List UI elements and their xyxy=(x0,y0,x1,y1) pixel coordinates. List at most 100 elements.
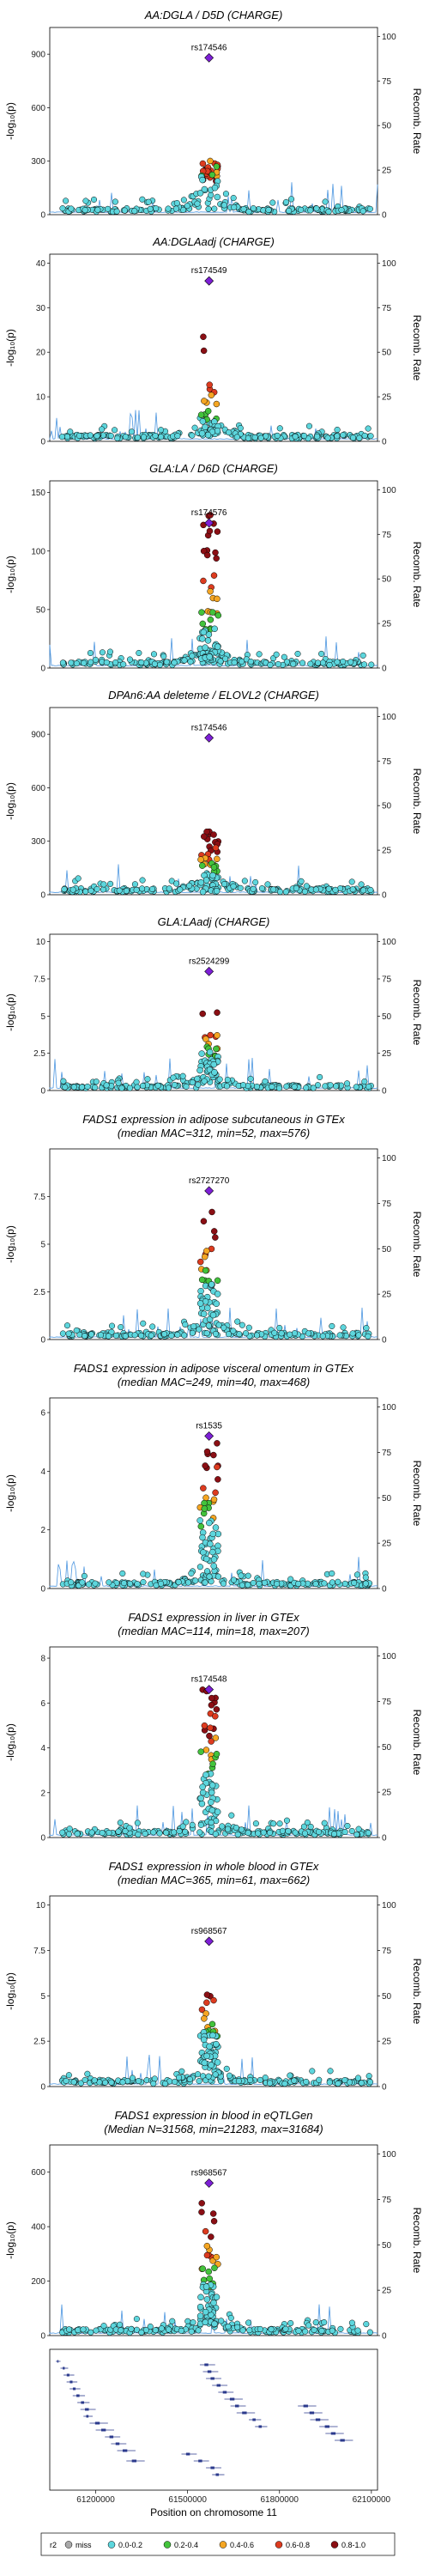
snp-point xyxy=(203,2052,210,2060)
snp-point xyxy=(168,1332,175,1339)
y2-tick-label: 75 xyxy=(382,975,392,985)
snp-point xyxy=(221,202,227,209)
gene-exon xyxy=(69,2380,73,2384)
snp-point xyxy=(283,1083,290,1090)
snp-point xyxy=(190,1323,197,1330)
snp-point xyxy=(268,2326,275,2333)
snp-point xyxy=(92,656,99,663)
snp-point xyxy=(75,2327,82,2334)
gene-exon xyxy=(234,2404,239,2408)
snp-point xyxy=(366,205,373,212)
snp-point xyxy=(75,875,82,882)
snp-point xyxy=(330,1831,338,1838)
snp-point xyxy=(218,2318,225,2324)
snp-point xyxy=(202,644,208,651)
snp-point xyxy=(335,1578,341,1585)
gene-exon xyxy=(122,2449,128,2452)
snp-point xyxy=(255,1830,262,1837)
snp-point xyxy=(344,1822,351,1830)
plot-frame xyxy=(49,27,378,216)
snp-point xyxy=(322,198,329,205)
y2-tick-label: 0 xyxy=(382,2083,387,2093)
snp-point xyxy=(204,637,212,644)
snp-point xyxy=(220,1580,227,1587)
snp-point xyxy=(206,653,213,660)
snp-point xyxy=(312,1581,319,1588)
lead-snp-marker xyxy=(204,518,214,528)
lead-snp-label: rs174576 xyxy=(191,508,227,518)
snp-point xyxy=(338,206,345,214)
snp-point xyxy=(322,1083,329,1090)
snp-point xyxy=(214,2059,221,2066)
snp-point xyxy=(267,661,274,668)
snp-point xyxy=(207,1540,214,1547)
snp-point xyxy=(329,1322,335,1329)
snp-point xyxy=(212,1524,220,1531)
snp-point xyxy=(138,2329,145,2336)
y-axis-label: -log₁₀(p) xyxy=(4,1723,16,1761)
snp-point xyxy=(225,2323,232,2330)
snp-point xyxy=(201,2059,208,2067)
snp-point xyxy=(314,659,322,666)
snp-point xyxy=(119,2079,126,2086)
snp-point xyxy=(163,659,170,665)
snp-point xyxy=(321,1580,328,1587)
snp-point xyxy=(197,1522,205,1530)
snp-point xyxy=(363,2321,370,2328)
snp-point xyxy=(213,2293,221,2300)
gene-exon xyxy=(340,2439,345,2442)
snp-point xyxy=(213,1751,221,1758)
snp-point xyxy=(356,434,363,441)
snp-point xyxy=(208,1702,215,1709)
snp-point xyxy=(204,1304,211,1312)
snp-point xyxy=(97,1332,105,1339)
snp-point xyxy=(202,1555,210,1563)
snp-point xyxy=(209,1760,216,1767)
snp-point xyxy=(189,432,196,439)
snp-point xyxy=(250,885,257,892)
snp-point xyxy=(292,1829,299,1836)
snp-point xyxy=(210,831,217,838)
snp-point xyxy=(230,883,237,890)
snp-point xyxy=(68,1579,75,1586)
snp-point xyxy=(122,1333,129,1340)
snp-point xyxy=(247,1075,254,1082)
snp-point xyxy=(274,1581,281,1588)
snp-point xyxy=(88,1331,95,1338)
snp-point xyxy=(221,1324,227,1331)
y2-tick-label: 100 xyxy=(382,259,396,269)
snp-point xyxy=(326,661,333,669)
snp-point xyxy=(300,433,308,440)
snp-point xyxy=(99,1829,106,1837)
snp-point xyxy=(214,643,221,650)
snp-point xyxy=(203,1991,211,1998)
snp-point xyxy=(366,2073,372,2080)
snp-point xyxy=(239,1582,245,1589)
snp-point xyxy=(360,208,366,215)
snp-point xyxy=(200,521,207,529)
y-tick-label: 150 xyxy=(31,489,45,498)
lead-snp-marker xyxy=(204,1685,214,1695)
snp-point xyxy=(209,1311,217,1319)
snp-point xyxy=(316,2076,323,2083)
y2-tick-label: 50 xyxy=(382,802,392,811)
snp-point xyxy=(208,1799,214,1806)
panel-title: GLA:LA / D6D (CHARGE) xyxy=(149,462,278,475)
y-tick-label: 0 xyxy=(40,665,45,674)
snp-point xyxy=(122,434,129,440)
snp-point xyxy=(59,1330,66,1337)
snp-point xyxy=(181,657,188,664)
snp-point xyxy=(175,1579,182,1586)
y-tick-label: 300 xyxy=(31,837,45,847)
snp-point xyxy=(208,1789,215,1796)
snp-point xyxy=(189,1079,196,1086)
snp-point xyxy=(230,1327,237,1334)
recombination-line xyxy=(49,410,378,440)
snp-point xyxy=(66,1826,73,1832)
y-axis-label: -log₁₀(p) xyxy=(4,102,16,140)
snp-point xyxy=(207,616,214,623)
panel-subtitle: (Median N=31568, min=21283, max=31684) xyxy=(104,2123,323,2136)
y-tick-label: 8 xyxy=(40,1655,45,1664)
snp-point xyxy=(348,2319,355,2326)
